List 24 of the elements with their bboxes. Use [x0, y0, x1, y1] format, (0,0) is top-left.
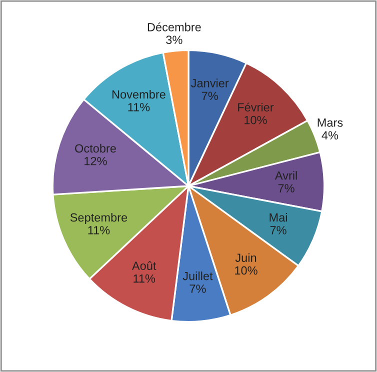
data-label: 3%: [166, 36, 182, 44]
slice-label: Octobre: [75, 144, 116, 153]
slice-label: Août: [132, 261, 156, 270]
data-label: 11%: [88, 226, 110, 234]
slice-label: Mars: [318, 118, 343, 127]
data-label: 11%: [128, 103, 150, 112]
slice-label: Décembre: [148, 22, 201, 32]
data-label: 11%: [134, 274, 156, 283]
slice-label: Novembre: [112, 90, 166, 99]
data-label: 4%: [322, 131, 338, 140]
slice-label: Juin: [235, 253, 256, 262]
slice-label: Mai: [270, 212, 287, 222]
slice-label: Avril: [274, 171, 297, 180]
data-label: 7%: [190, 284, 206, 293]
slice-label: Février: [238, 102, 274, 112]
data-label: 7%: [202, 92, 218, 100]
slice-label: Septembre: [70, 212, 128, 224]
data-label: 10%: [244, 116, 267, 124]
slice-label: Janvier: [190, 78, 229, 88]
data-label: 7%: [270, 226, 286, 234]
data-label: 7%: [278, 184, 294, 192]
data-label: 10%: [235, 266, 258, 275]
slice-label: Juillet: [182, 272, 213, 280]
data-label: 12%: [84, 156, 107, 166]
